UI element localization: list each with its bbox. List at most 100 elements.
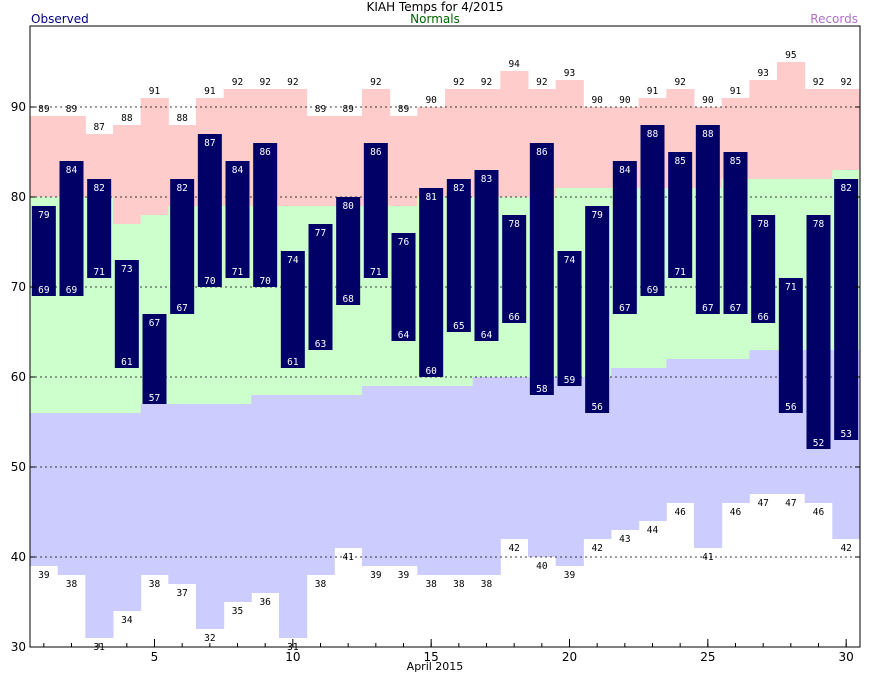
observed-bar bbox=[723, 152, 748, 314]
record-high-label: 91 bbox=[730, 86, 742, 97]
record-low-label: 38 bbox=[315, 579, 327, 590]
record-high-band bbox=[583, 107, 612, 188]
observed-bar bbox=[806, 215, 831, 449]
record-low-band bbox=[279, 395, 308, 638]
record-low-band bbox=[638, 368, 667, 521]
y-tick-label: 30 bbox=[11, 640, 26, 654]
observed-high-label: 78 bbox=[813, 219, 825, 230]
record-low-band bbox=[113, 413, 142, 611]
record-low-label: 41 bbox=[342, 552, 354, 563]
observed-low-label: 64 bbox=[398, 330, 410, 341]
record-high-label: 92 bbox=[370, 77, 381, 88]
y-tick-label: 70 bbox=[11, 280, 26, 294]
record-low-label: 43 bbox=[619, 534, 630, 545]
observed-low-label: 57 bbox=[149, 393, 160, 404]
record-low-band bbox=[334, 395, 363, 548]
observed-high-label: 82 bbox=[176, 183, 187, 194]
record-high-label: 89 bbox=[342, 104, 354, 115]
observed-bar bbox=[585, 206, 610, 413]
observed-low-label: 69 bbox=[647, 285, 659, 296]
observed-bar bbox=[363, 143, 388, 278]
record-low-label: 35 bbox=[232, 606, 243, 617]
observed-bar bbox=[142, 314, 167, 404]
observed-bar bbox=[751, 215, 776, 323]
record-low-band bbox=[721, 359, 750, 503]
observed-bar bbox=[59, 161, 84, 296]
observed-bar bbox=[640, 125, 665, 296]
observed-low-label: 66 bbox=[757, 312, 769, 323]
observed-bar bbox=[668, 152, 693, 278]
observed-bar bbox=[612, 161, 637, 314]
record-low-band bbox=[611, 368, 640, 530]
record-low-label: 38 bbox=[425, 579, 437, 590]
x-tick-label: 30 bbox=[839, 650, 854, 664]
record-high-label: 92 bbox=[232, 77, 243, 88]
record-high-label: 91 bbox=[204, 86, 216, 97]
observed-high-label: 86 bbox=[370, 147, 382, 158]
observed-low-label: 65 bbox=[453, 321, 464, 332]
record-high-band bbox=[306, 116, 335, 206]
observed-low-label: 56 bbox=[591, 402, 603, 413]
record-high-label: 92 bbox=[287, 77, 298, 88]
record-low-band bbox=[251, 395, 280, 593]
observed-bar bbox=[502, 215, 527, 323]
observed-high-label: 79 bbox=[591, 210, 603, 221]
observed-low-label: 58 bbox=[536, 384, 548, 395]
observed-bar bbox=[336, 197, 361, 305]
x-axis-label: April 2015 bbox=[406, 660, 464, 673]
record-low-band bbox=[168, 404, 197, 584]
observed-low-label: 52 bbox=[813, 438, 824, 449]
observed-high-label: 88 bbox=[702, 129, 714, 140]
observed-bar bbox=[695, 125, 720, 314]
record-high-band bbox=[334, 116, 363, 206]
record-high-band bbox=[140, 98, 169, 215]
record-high-label: 92 bbox=[481, 77, 492, 88]
observed-high-label: 79 bbox=[38, 210, 50, 221]
record-low-label: 42 bbox=[591, 543, 602, 554]
record-low-label: 46 bbox=[730, 507, 742, 518]
record-high-label: 89 bbox=[398, 104, 410, 115]
record-high-label: 92 bbox=[453, 77, 464, 88]
record-low-label: 46 bbox=[674, 507, 686, 518]
record-low-band bbox=[223, 404, 252, 602]
record-low-label: 47 bbox=[757, 498, 768, 509]
legend-normals: Normals bbox=[410, 12, 460, 26]
observed-high-label: 87 bbox=[204, 138, 215, 149]
observed-low-label: 67 bbox=[730, 303, 741, 314]
record-low-band bbox=[666, 359, 695, 503]
observed-high-label: 67 bbox=[149, 318, 160, 329]
record-high-label: 92 bbox=[674, 77, 685, 88]
observed-low-label: 67 bbox=[619, 303, 630, 314]
record-low-label: 39 bbox=[370, 570, 382, 581]
observed-high-label: 74 bbox=[287, 255, 299, 266]
record-low-label: 44 bbox=[647, 525, 659, 536]
observed-bar bbox=[87, 179, 112, 278]
record-low-band bbox=[389, 386, 418, 566]
observed-high-label: 82 bbox=[453, 183, 464, 194]
record-high-band bbox=[804, 89, 833, 179]
record-high-label: 95 bbox=[785, 50, 796, 61]
record-low-label: 34 bbox=[121, 615, 133, 626]
record-low-band bbox=[417, 386, 446, 575]
record-high-band bbox=[389, 116, 418, 206]
observed-low-label: 56 bbox=[785, 402, 797, 413]
observed-low-label: 69 bbox=[38, 285, 50, 296]
record-high-band bbox=[417, 107, 446, 197]
record-low-band bbox=[306, 395, 335, 575]
x-tick-label: 25 bbox=[700, 650, 715, 664]
record-high-label: 90 bbox=[619, 95, 631, 106]
observed-bar bbox=[253, 143, 278, 287]
plot-frame bbox=[29, 25, 861, 648]
record-high-label: 89 bbox=[66, 104, 78, 115]
record-high-band bbox=[113, 125, 142, 224]
record-high-label: 88 bbox=[176, 113, 188, 124]
x-tick-label: 5 bbox=[151, 650, 159, 664]
observed-low-label: 70 bbox=[259, 276, 271, 287]
record-low-label: 41 bbox=[702, 552, 714, 563]
record-low-band bbox=[500, 377, 529, 539]
record-low-band bbox=[140, 404, 169, 575]
observed-bar bbox=[114, 260, 139, 368]
record-low-band bbox=[472, 377, 501, 575]
observed-bar bbox=[834, 179, 859, 440]
y-tick-label: 80 bbox=[11, 190, 26, 204]
